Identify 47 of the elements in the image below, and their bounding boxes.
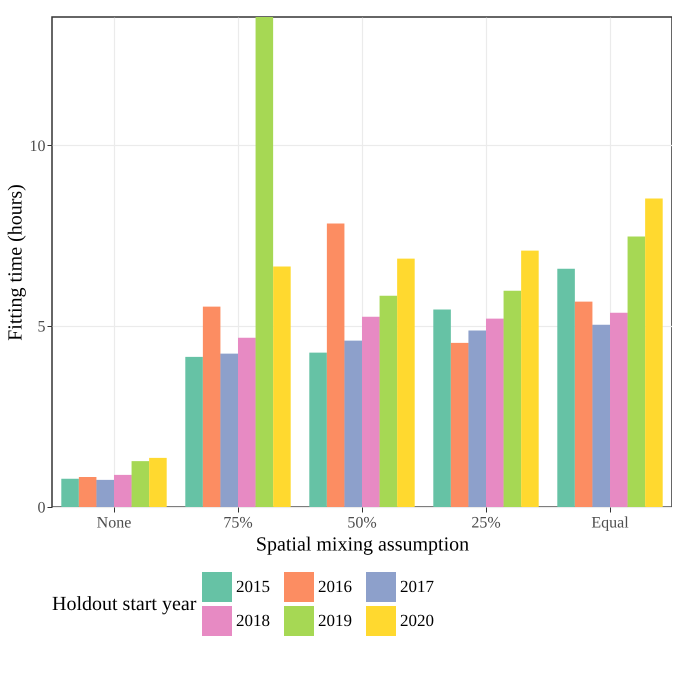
bar [468, 330, 486, 507]
bar [592, 324, 610, 507]
legend-title: Holdout start year [52, 593, 197, 615]
bar [220, 354, 238, 507]
bar [61, 478, 79, 507]
x-tick-label: 25% [471, 514, 501, 532]
bar [433, 310, 451, 507]
legend-label: 2017 [400, 577, 434, 596]
bar [185, 356, 203, 507]
bar [309, 352, 327, 507]
y-tick-label: 10 [30, 138, 46, 155]
y-axis-title: Fitting time (hours) [4, 184, 26, 341]
bar [202, 306, 220, 507]
bar [521, 250, 539, 507]
bar [486, 318, 504, 507]
bar [326, 223, 344, 507]
legend-label: 2018 [236, 611, 270, 630]
legend-label: 2020 [400, 611, 434, 630]
bar [362, 316, 380, 507]
bar [380, 296, 398, 507]
bar [238, 338, 256, 507]
bar [132, 461, 150, 507]
x-tick-label: 75% [223, 514, 253, 532]
legend-label: 2015 [236, 577, 270, 596]
bar [610, 312, 628, 507]
bar [574, 302, 592, 507]
legend-label: 2019 [318, 611, 352, 630]
x-axis-title: Spatial mixing assumption [256, 534, 470, 556]
bar [344, 340, 362, 507]
y-tick-label: 5 [38, 318, 46, 336]
bar [397, 258, 415, 507]
x-tick-label: Equal [591, 514, 630, 532]
legend-label: 2016 [318, 577, 352, 596]
bar [628, 236, 646, 507]
bar [78, 476, 96, 507]
bar [149, 458, 167, 507]
bar [645, 198, 663, 507]
bar [557, 268, 575, 507]
bar [114, 474, 132, 507]
bar [273, 266, 291, 507]
y-tick-label: 0 [38, 500, 46, 516]
bar [450, 342, 468, 507]
bar [504, 290, 522, 507]
bar [256, 17, 274, 507]
x-tick-label: 50% [347, 514, 377, 532]
bar [96, 480, 114, 507]
x-tick-label: None [96, 514, 132, 532]
